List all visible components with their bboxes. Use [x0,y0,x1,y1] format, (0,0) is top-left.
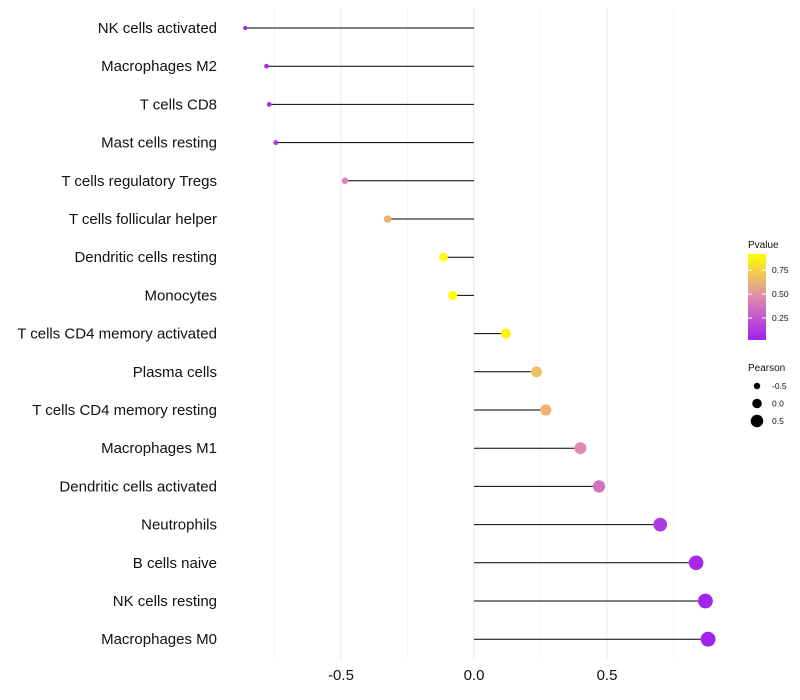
legend-pvalue-colorbar [748,254,766,340]
legend-pvalue-label: 0.75 [772,265,789,275]
legend-pearson-label: 0.5 [772,416,784,426]
legend-pvalue-label: 0.25 [772,313,789,323]
y-axis-label: T cells follicular helper [69,211,217,228]
y-axis-label: T cells CD4 memory activated [17,326,217,343]
grid-lines [274,8,674,660]
stems [245,27,709,640]
lollipop-point [540,404,552,416]
legend-pearson-title: Pearson [748,363,785,374]
lollipop-point [698,593,713,609]
lollipop-point [439,252,448,262]
x-tick-label: 0.0 [464,667,485,684]
lollipop-point [574,442,587,455]
y-axis-label: Dendritic cells activated [59,478,217,495]
y-axis-label: Mast cells resting [101,135,217,152]
x-axis-ticks: -0.5 0.0 0.5 [328,667,617,684]
legend-pearson-label: 0.0 [772,399,784,409]
y-axis-label: Monocytes [144,287,217,304]
legend-pearson-label: -0.5 [772,381,787,391]
lollipop-point [273,140,279,146]
y-axis-labels: NK cells activated Macrophages M2 T cells … [17,20,217,648]
y-axis-label: B cells naive [133,555,217,572]
legend-pvalue-label: 0.50 [772,289,789,299]
lollipop-point [531,366,542,378]
y-axis-label: NK cells resting [113,593,217,610]
lollipop-point [653,517,668,532]
lollipop-point [688,555,704,571]
y-axis-label: NK cells activated [98,20,217,37]
y-axis-label: Plasma cells [133,364,217,381]
lollipop-point [700,631,716,647]
y-axis-label: T cells CD4 memory resting [32,402,217,419]
legend-pearson-symbol [753,382,761,390]
x-tick-label: -0.5 [328,667,354,684]
legend-pearson-symbol [752,398,762,409]
y-axis-label: Macrophages M2 [101,58,217,75]
lollipop-point [500,328,512,339]
legend-pvalue-title: Pvalue [748,240,779,251]
y-axis-label: Macrophages M1 [101,440,217,457]
lollipop-point [243,25,248,31]
legend-pearson-symbol [750,414,764,428]
points [243,25,716,647]
lollipop-point [592,480,606,493]
x-tick-label: 0.5 [597,667,618,684]
legend-pvalue: Pvalue 0.25 0.50 0.75 [748,240,789,340]
y-axis-label: T cells regulatory Tregs [61,173,217,190]
y-axis-label: Neutrophils [141,517,217,534]
legend-pearson: Pearson -0.5 0.0 0.5 [748,363,787,428]
lollipop-point [266,102,272,107]
lollipop-point [341,177,349,185]
y-axis-label: Dendritic cells resting [74,249,217,266]
lollipop-point [264,63,269,69]
lollipop-point [383,215,392,223]
y-axis-label: Macrophages M0 [101,631,217,648]
y-axis-label: T cells CD8 [140,96,217,113]
lollipop-point [448,290,458,300]
